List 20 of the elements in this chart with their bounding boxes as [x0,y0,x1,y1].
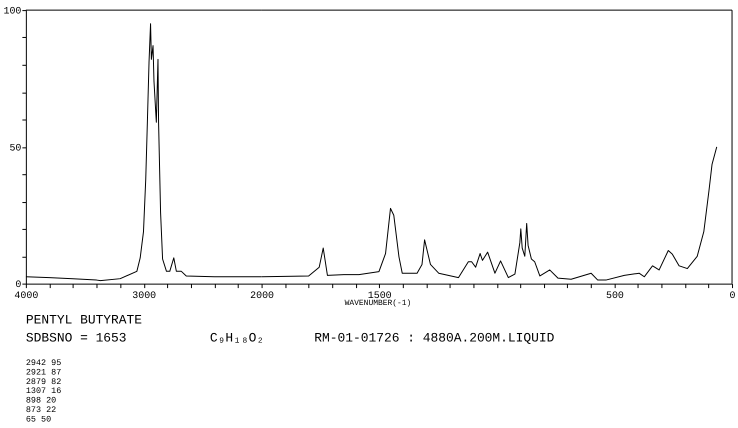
y-tick-label: 0 [15,279,22,290]
text: 2879 82 [26,376,62,387]
text: SDBSNO = 1653 [26,330,127,346]
text: 1307 16 [26,386,62,396]
text: PENTYL BUTYRATE [26,312,142,328]
text: 873 22 [26,404,56,415]
x-tick-label: 4000 [14,290,38,302]
text: RM-01-01726 : 4880A.200M.LIQUID [314,330,555,346]
x-tick-label: 3000 [132,290,156,302]
text: C₉H₁₈O₂ [210,330,264,346]
text: 65 50 [26,414,52,424]
x-axis-title: WAVENUMBER(-1) [344,299,412,308]
text: 898 20 [26,396,56,406]
x-tick-label: 0 [730,290,736,302]
text: 2942 95 [26,358,62,368]
y-tick-label: 100 [3,6,22,17]
text: 2921 87 [26,368,62,378]
x-tick-label: 2000 [250,290,274,302]
x-tick-label: 500 [606,290,624,302]
y-tick-label: 50 [9,142,22,154]
